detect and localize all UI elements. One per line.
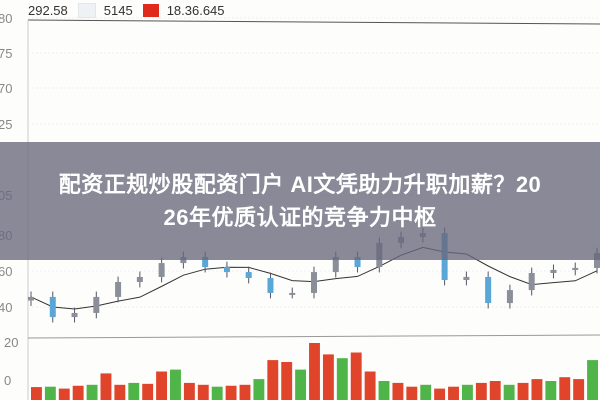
volume-bar [420,384,432,400]
volume-bar [489,381,501,400]
volume-bar [503,384,515,400]
candle-body [354,256,361,268]
volume-bar [392,382,404,400]
candle-body [289,292,296,295]
legend-value-other: 18.36.645 [166,2,225,18]
volume-bar [86,384,98,400]
legend-value-volume: 5145 [103,2,133,18]
volume-bar [44,386,56,400]
headline-line-2: 26年优质认证的竞争力中枢 [163,205,437,230]
volume-bar [517,382,529,400]
candle-body [267,278,274,293]
candle-body [93,296,100,313]
price-tick-label: 60 [0,264,12,279]
volume-bar [239,384,251,400]
volume-bar [72,385,84,400]
candle-body [528,272,535,291]
price-tick-label: 40 [0,300,12,315]
candle-body [180,256,187,264]
volume-bar [183,382,195,400]
candle-body [245,272,252,279]
volume-bar [406,386,418,400]
volume-bar [545,381,557,400]
volume-bar [142,383,154,400]
candle-body [223,267,230,273]
price-tick-label: 25 [0,117,12,132]
volume-bar [531,379,543,400]
volume-bar [31,387,42,400]
headline-overlay: 配资正规炒股配资门户 AI文凭助力升职加薪？20 26年优质认证的竞争力中枢 [0,142,600,260]
candle-body [572,267,579,270]
volume-bar [559,377,571,400]
volume-bar [350,352,362,400]
legend-swatch-red [142,3,159,17]
top-border [27,19,600,25]
candle-body [49,296,56,318]
volume-bar [322,354,334,400]
candle-body [136,276,143,282]
candle-body [115,281,122,297]
volume-bar [58,388,70,400]
volume-bar [364,371,376,400]
legend: 292.58 5145 18.36.645 [28,0,225,20]
candle-body [158,263,165,277]
volume-bar [378,381,390,400]
candle-body [71,312,78,318]
candle-body [332,256,339,273]
price-tick-label: 70 [0,81,12,96]
volume-tick-label: 20 [4,335,18,350]
volume-bar [267,360,279,400]
volume-divider [27,334,600,339]
legend-value-price: 292.58 [28,2,68,18]
volume-bar [170,369,181,400]
price-tick-label: 80 [0,11,12,26]
volume-bar [475,382,487,400]
volume-bar [448,386,459,400]
candle-body [463,276,470,280]
candle-body [202,256,209,268]
headline-line-1: 配资正规炒股配资门户 AI文凭助力升职加薪？20 [58,172,542,197]
volume-bar [295,369,307,400]
candle-body [28,296,34,301]
price-tick-label: 75 [0,46,12,61]
volume-bar [225,385,237,400]
candle-body [550,269,557,273]
candle-body [311,272,317,293]
volume-bar [461,384,473,400]
volume-bar [336,358,348,400]
volume-bar [253,379,265,400]
volume-bar [309,343,320,400]
candle-body [594,253,600,268]
volume-tick-label: 0 [4,373,11,388]
candle-body [506,290,513,304]
legend-swatch-white [77,2,96,18]
volume-bar [100,373,112,400]
volume-bar [434,388,446,400]
volume-bar [211,386,223,400]
volume-bar [114,384,126,400]
volume-bar [587,360,598,400]
volume-bar [128,382,140,400]
volume-bar [281,362,293,400]
volume-bar [197,384,209,400]
volume-bar [573,379,585,400]
volume-bar [156,371,168,400]
candle-body [485,276,492,304]
